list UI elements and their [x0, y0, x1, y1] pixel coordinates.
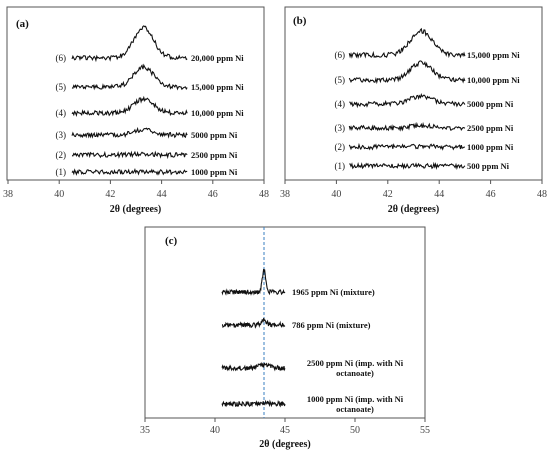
x-tick-label: 38 [280, 189, 290, 200]
series-number: (4) [335, 99, 346, 109]
panel-label: (b) [293, 15, 307, 27]
series-label: 786 ppm Ni (mixture) [292, 320, 371, 330]
series-label: 10,000 ppm Ni [191, 108, 244, 118]
plot-frame [6, 6, 265, 181]
x-tick-label: 46 [486, 189, 496, 200]
series-line [221, 268, 286, 296]
series-line [349, 93, 466, 109]
series-label: 5000 ppm Ni [191, 130, 238, 140]
series-label-line: octanoate) [336, 368, 374, 378]
series-line [349, 161, 466, 171]
series-number: (3) [335, 123, 346, 133]
series-number: (5) [56, 82, 67, 92]
series-line [348, 27, 466, 60]
series-line [71, 95, 188, 118]
series-label: 1000 ppm Ni [191, 167, 238, 177]
series-label: 1000 ppm Ni [467, 142, 514, 152]
series-label-line: 1000 ppm Ni (imp. with Ni [307, 394, 404, 404]
series-number: (2) [56, 150, 67, 160]
series-line [221, 361, 286, 372]
series-line [71, 25, 188, 63]
x-tick-label: 38 [3, 189, 13, 200]
x-tick-label: 45 [280, 425, 290, 436]
x-axis-title: 2θ (degrees) [259, 439, 310, 450]
series-label: 15,000 ppm Ni [467, 50, 520, 60]
series-number: (5) [335, 75, 346, 85]
series-label: 2500 ppm Ni [191, 150, 238, 160]
x-tick-label: 42 [105, 189, 115, 200]
x-tick-label: 40 [210, 425, 220, 436]
series-line [71, 126, 188, 139]
series-label: 2500 ppm Ni (imp. with Ni octanoate) [307, 358, 404, 378]
series-label: 10,000 ppm Ni [467, 75, 520, 85]
x-axis-title: 2θ (degrees) [110, 204, 161, 215]
series-label: 500 ppm Ni [467, 161, 510, 171]
panel-c: 35 40 45 50 55 2θ (degrees) (c) 1000 ppm Ni (im… [140, 226, 430, 450]
panel-label: (a) [16, 18, 29, 30]
series-label: 5000 ppm Ni [467, 99, 514, 109]
series-number: (3) [56, 130, 67, 140]
series-line [71, 167, 188, 176]
x-tick-label: 48 [537, 189, 547, 200]
series-label: 20,000 ppm Ni [191, 53, 244, 63]
x-tick-label: 48 [259, 189, 269, 200]
series-line [71, 63, 188, 91]
panel-a: 38 40 42 44 46 48 2θ (degrees) (a) (1) 1000 ppm N… [3, 6, 269, 215]
series-number: (1) [335, 161, 346, 171]
x-tick-label: 35 [140, 425, 150, 436]
series-label: 1000 ppm Ni (imp. with Ni octanoate) [307, 394, 404, 414]
x-tick-label: 55 [420, 425, 430, 436]
series-label: 1965 ppm Ni (mixture) [292, 287, 375, 297]
series-number: (6) [335, 50, 346, 60]
series-line [221, 399, 286, 408]
series-line [348, 142, 466, 151]
x-tick-label: 44 [157, 189, 167, 200]
series-line [71, 150, 188, 160]
series-label: 15,000 ppm Ni [191, 82, 244, 92]
series-label-line: 2500 ppm Ni (imp. with Ni [307, 358, 404, 368]
x-tick-label: 40 [54, 189, 64, 200]
x-tick-label: 50 [350, 425, 360, 436]
series-number: (1) [56, 167, 67, 177]
x-tick-label: 46 [208, 189, 218, 200]
x-tick-label: 40 [331, 189, 341, 200]
x-axis-title: 2θ (degrees) [388, 204, 439, 215]
plot-frame [144, 226, 426, 419]
panel-label: (c) [165, 235, 178, 247]
series-number: (2) [335, 142, 346, 152]
series-label: 2500 ppm Ni [467, 123, 514, 133]
panel-b: 38 40 42 44 46 48 2θ (degrees) (b) (1) 500 ppm Ni… [280, 6, 547, 215]
x-tick-label: 44 [434, 189, 444, 200]
series-label-line: octanoate) [336, 404, 374, 414]
series-line [221, 317, 286, 329]
x-tick-label: 42 [383, 189, 393, 200]
series-line [348, 60, 466, 85]
series-number: (4) [56, 108, 67, 118]
series-number: (6) [56, 53, 67, 63]
plot-frame [284, 6, 543, 181]
series-line [348, 121, 466, 132]
